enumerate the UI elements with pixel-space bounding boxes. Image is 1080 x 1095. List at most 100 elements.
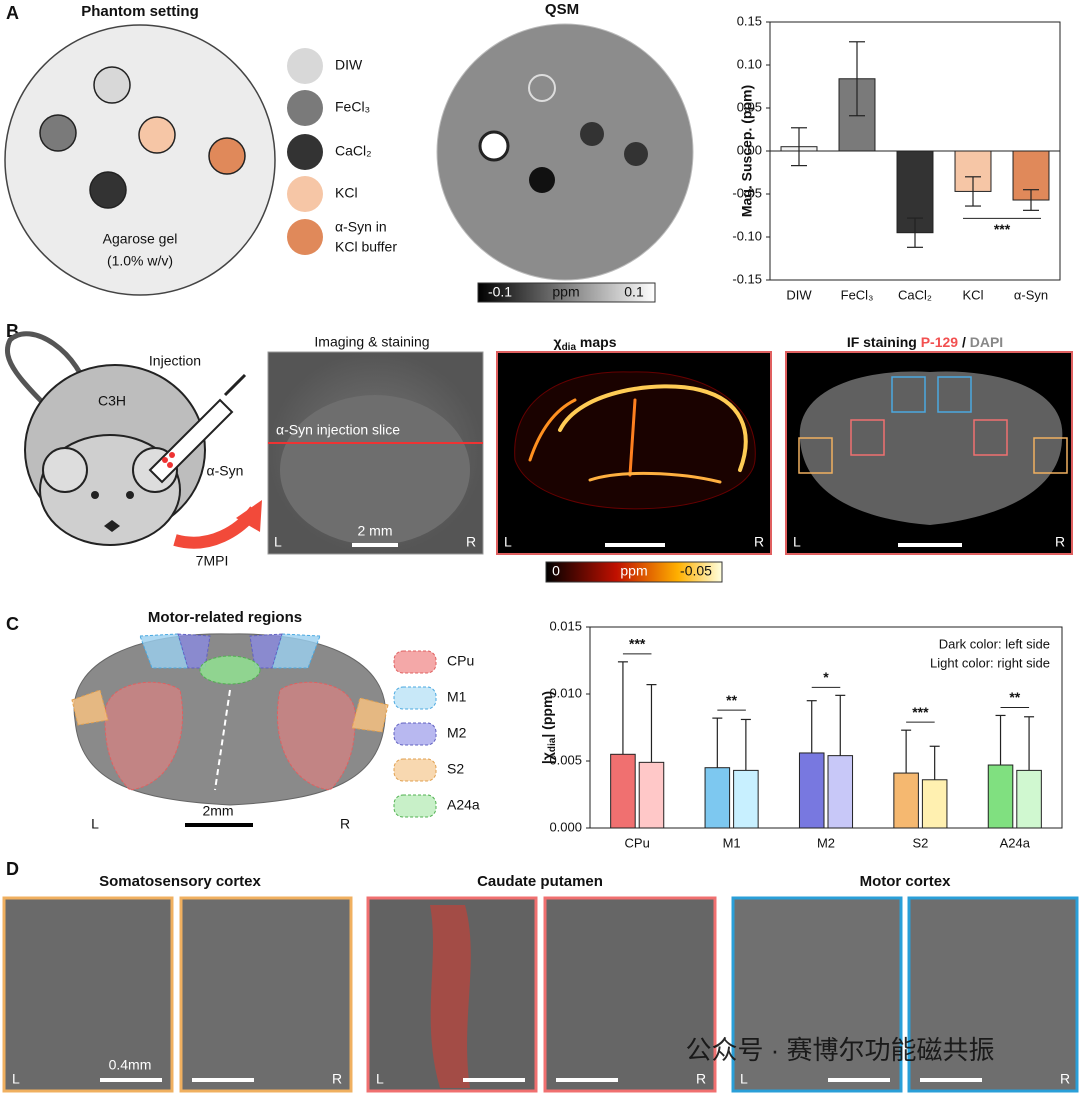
bar [893, 772, 919, 829]
side-label: R [1055, 534, 1065, 550]
y-axis-label: |χdia| (ppm) [539, 691, 558, 764]
phantom-disk [4, 24, 276, 296]
error-bar [901, 729, 912, 774]
error-bar [849, 41, 865, 117]
side-label: L [274, 534, 282, 550]
title-part: DAPI [970, 334, 1003, 350]
colorbar-label: -0.1 [488, 284, 512, 300]
title-part: / [958, 334, 970, 350]
plot-frame [589, 626, 1063, 829]
side-label: L [793, 534, 801, 550]
bar [1016, 769, 1042, 829]
significance-label: *** [912, 704, 929, 720]
panel-letter: A [6, 3, 19, 23]
label-part: | (ppm) [539, 691, 555, 738]
bar [987, 764, 1014, 829]
error-bar [995, 714, 1006, 766]
x-tick-label: M2 [817, 835, 835, 850]
error-bar [929, 745, 940, 780]
error-bar [712, 717, 723, 768]
mri-brain [280, 395, 470, 545]
y-tick-label: -0.10 [732, 228, 762, 243]
title-part: maps [576, 334, 617, 350]
annotation: Dark color: left side [939, 636, 1050, 651]
slice-label: α-Syn injection slice [276, 422, 400, 438]
atlas-legend-swatches [393, 650, 437, 818]
atlas-brain [71, 633, 389, 827]
y-tick-label: 0.10 [737, 56, 762, 71]
legend-label: S2 [447, 761, 464, 777]
image-title: Caudate putamen [477, 873, 603, 890]
title-part: P-129 [921, 334, 959, 350]
agent-label: α-Syn [207, 463, 244, 479]
qsm-title: QSM [545, 1, 579, 18]
bar [921, 779, 948, 829]
legend-label: M2 [447, 725, 467, 741]
bar [827, 755, 854, 829]
qsm-image [436, 23, 694, 281]
scale-label: 0.4mm [109, 1057, 152, 1073]
side-label: R [696, 1071, 706, 1087]
image-title: Motor cortex [860, 873, 952, 890]
significance-label: *** [994, 221, 1011, 237]
legend-label: M1 [447, 689, 467, 705]
bar [798, 752, 825, 829]
strain-label: C3H [98, 393, 126, 409]
error-bar [1024, 716, 1035, 771]
error-bar [791, 127, 807, 167]
x-tick-label: S2 [912, 835, 928, 850]
x-tick-label: DIW [786, 287, 812, 302]
side-label: R [340, 816, 350, 832]
legend-label: A24a [447, 797, 480, 813]
image-title: χdia maps [554, 334, 617, 353]
side-label: R [332, 1071, 342, 1087]
bar [610, 753, 636, 829]
side-label: R [466, 534, 476, 550]
legend-label: α-Syn in [335, 219, 387, 235]
y-tick-label: 0.15 [737, 13, 762, 28]
title-part: IF staining [847, 334, 921, 350]
if-rois [798, 376, 1068, 474]
if-brain [799, 371, 1063, 525]
legend-label: FeCl₃ [335, 99, 370, 115]
x-tick-label: CPu [625, 835, 650, 850]
time-label: 7MPI [196, 553, 229, 569]
injection-label: Injection [149, 353, 201, 369]
gel-label: Agarose gel [103, 231, 178, 247]
image-title: Somatosensory cortex [99, 873, 261, 890]
atlas-title: Motor-related regions [148, 609, 302, 626]
legend-label: CPu [447, 653, 474, 669]
chi-colorbar [545, 561, 723, 583]
label-part: dia [547, 737, 558, 752]
side-label: R [754, 534, 764, 550]
error-bar [617, 661, 628, 755]
colorbar-label: ppm [620, 563, 647, 579]
phantom-tubes [39, 66, 246, 209]
significance-label: ** [726, 692, 737, 708]
panel-letter: D [6, 859, 19, 879]
micrographs [2, 896, 1079, 1093]
bar [733, 769, 759, 829]
error-bar [965, 176, 981, 207]
x-tick-label: A24a [1000, 835, 1031, 850]
mouse-illustration [4, 331, 262, 549]
x-tick-label: α-Syn [1014, 287, 1048, 302]
error-bar [835, 694, 846, 756]
y-axis-label: Mag. Suscep. (ppm) [739, 85, 755, 217]
x-tick-label: CaCl₂ [898, 287, 932, 302]
colorbar-label: 0 [552, 563, 560, 579]
phantom-legend-swatches [287, 48, 323, 255]
image-title: IF staining P-129 / DAPI [847, 334, 1003, 350]
x-tick-label: FeCl₃ [841, 287, 874, 302]
bar [704, 767, 731, 829]
label-part: |χ [539, 752, 555, 764]
side-label: R [1060, 1071, 1070, 1087]
error-bar [646, 684, 657, 763]
x-tick-label: KCl [963, 287, 984, 302]
y-tick-label: 0.005 [549, 752, 582, 767]
x-tick-label: M1 [723, 835, 741, 850]
phantom-title: Phantom setting [81, 3, 199, 20]
significance-label: ** [1009, 689, 1020, 705]
colorbar-label: -0.05 [680, 563, 712, 579]
error-bar [1023, 189, 1039, 211]
